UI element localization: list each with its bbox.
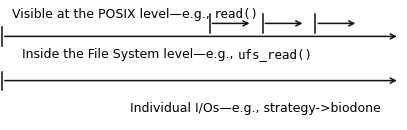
Text: Individual I/Os—e.g., strategy->biodone: Individual I/Os—e.g., strategy->biodone [130,102,381,115]
Text: ufs_read(): ufs_read() [238,48,313,61]
Text: Visible at the POSIX level—e.g.,: Visible at the POSIX level—e.g., [12,8,214,21]
Text: Inside the File System level—e.g.,: Inside the File System level—e.g., [22,48,238,61]
Text: read(): read() [214,8,259,21]
